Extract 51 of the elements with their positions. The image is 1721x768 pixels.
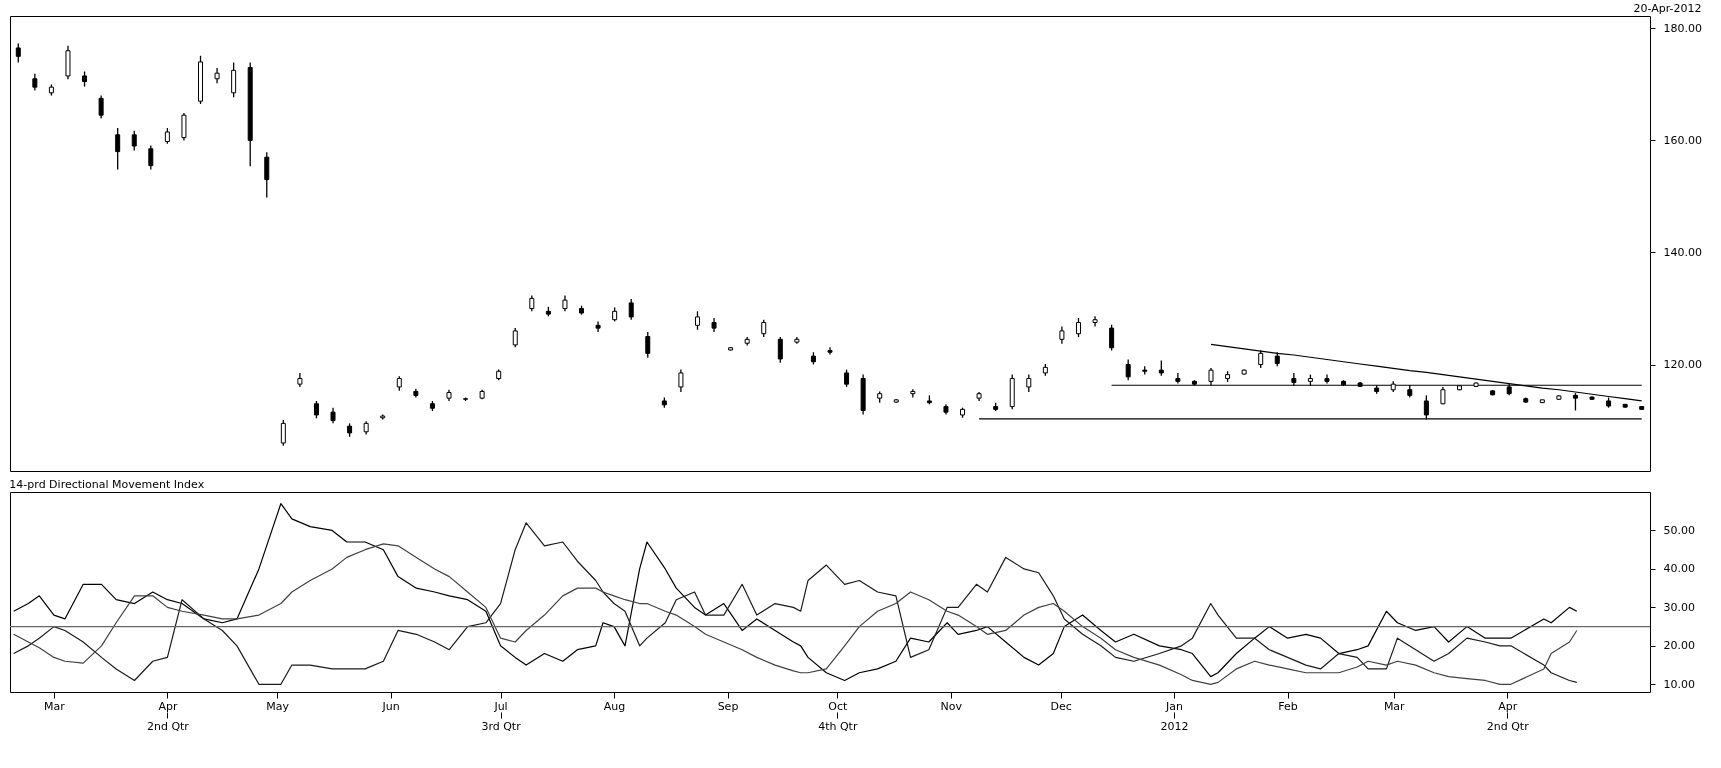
candlestick xyxy=(645,331,651,359)
candlestick xyxy=(512,327,518,348)
y-tick-label: 140.00 xyxy=(1663,245,1702,259)
y-tick-label: 180.00 xyxy=(1663,21,1702,35)
x-tick-label: Nov xyxy=(940,699,963,713)
candlestick xyxy=(628,298,634,321)
x-tick-label: Jul xyxy=(493,699,508,713)
x2-tick-label: 2nd Qtr xyxy=(146,719,190,733)
y-tick-label: 120.00 xyxy=(1663,358,1702,372)
x-tick-label: Feb xyxy=(1278,699,1298,713)
x2-tick-label: 3rd Qtr xyxy=(481,719,522,733)
candlestick xyxy=(115,127,121,171)
candlestick xyxy=(694,310,700,331)
x-tick-label: Sep xyxy=(717,699,739,713)
candlestick xyxy=(1092,315,1098,328)
x-tick-label: Jan xyxy=(1165,699,1184,713)
y-tick-label: 40.00 xyxy=(1663,562,1695,576)
candlestick xyxy=(148,144,154,171)
candlestick xyxy=(98,94,104,120)
chart-title: 14-prd Directional Movement Index xyxy=(9,478,205,491)
y-tick-label: 30.00 xyxy=(1663,600,1695,614)
x-tick-label: Dec xyxy=(1050,699,1072,713)
x2-tick-label: 2nd Qtr xyxy=(1486,719,1530,733)
candlestick xyxy=(1109,324,1115,352)
candlestick xyxy=(214,67,220,84)
y-tick-label: 20.00 xyxy=(1663,639,1695,653)
x-tick-label: Jun xyxy=(381,699,400,713)
y-tick-label: 10.00 xyxy=(1663,677,1695,691)
x2-tick-label: 2012 xyxy=(1160,719,1189,733)
y-tick-label: 160.00 xyxy=(1663,133,1702,147)
x2-tick-label: 4th Qtr xyxy=(818,719,858,733)
x-tick-label: Aug xyxy=(603,699,626,713)
candlestick xyxy=(264,151,270,199)
candlestick xyxy=(131,130,137,152)
candlestick xyxy=(1075,317,1081,338)
x-tick-label: Mar xyxy=(1383,699,1406,713)
y-tick-label: 50.00 xyxy=(1663,523,1695,537)
candlestick xyxy=(15,42,21,64)
candlestick xyxy=(777,336,783,364)
x-tick-label: May xyxy=(266,699,290,713)
chart-subtitle: 20-Apr-2012 xyxy=(1633,2,1702,15)
candlestick xyxy=(678,368,684,393)
x-tick-label: Apr xyxy=(158,699,178,713)
x-tick-label: Mar xyxy=(44,699,66,713)
candlestick xyxy=(1125,358,1131,381)
x-tick-label: Oct xyxy=(828,699,849,713)
candlestick xyxy=(280,419,286,447)
candlestick xyxy=(181,112,187,142)
candlestick xyxy=(231,61,237,98)
candlestick xyxy=(595,320,601,333)
x-tick-label: Apr xyxy=(1498,699,1518,713)
